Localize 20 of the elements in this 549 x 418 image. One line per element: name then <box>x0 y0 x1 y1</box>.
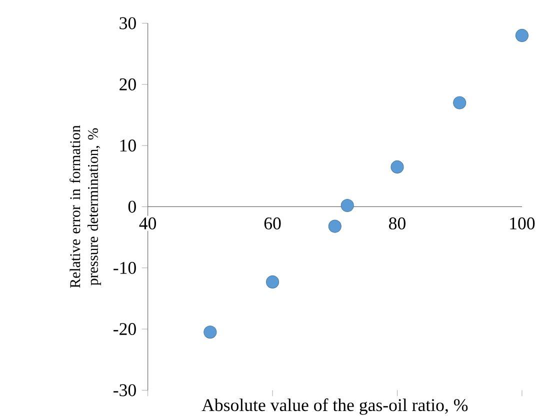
point <box>515 28 529 42</box>
x-tick-label: 40 <box>139 217 156 230</box>
y-tick-label: 20 <box>120 78 136 90</box>
y-tick-label: -20 <box>114 323 136 336</box>
y-tick-label: 0 <box>128 200 136 213</box>
x-tick-label: 100 <box>510 217 535 230</box>
point <box>340 198 354 212</box>
point <box>453 96 466 110</box>
y-tick-label: 30 <box>120 17 136 30</box>
y-tick-label: -10 <box>114 262 136 274</box>
y-tick-label: 10 <box>120 140 136 152</box>
point <box>204 326 217 339</box>
y-axis-title: Relative error in formation pressure determination, % <box>70 125 102 288</box>
point <box>266 275 280 288</box>
x-axis-title: Absolute value of the gas-oil ratio, % <box>202 398 468 415</box>
x-tick-label: 80 <box>389 217 406 230</box>
y-tick-label: -30 <box>114 384 136 396</box>
point <box>328 220 342 233</box>
x-tick-label: 60 <box>264 217 281 230</box>
point <box>390 160 404 174</box>
